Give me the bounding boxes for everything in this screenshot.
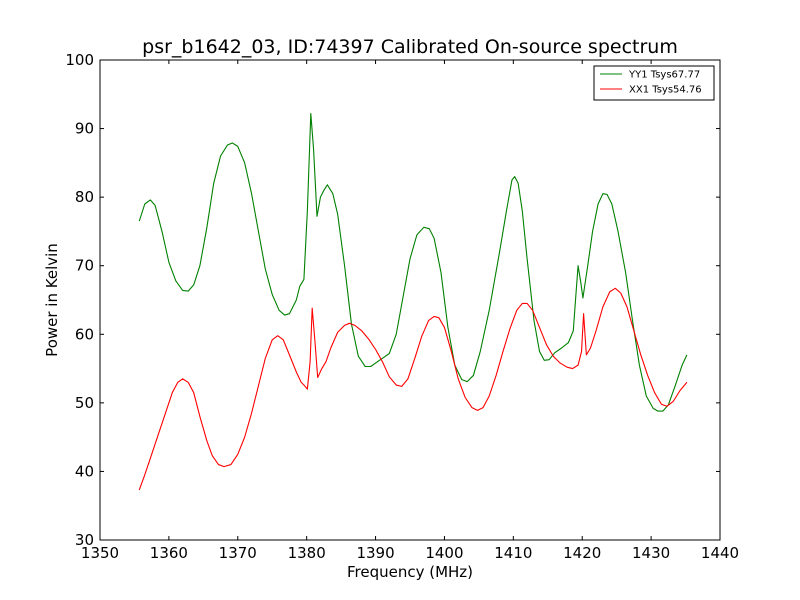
y-tick-label: 40 <box>75 462 94 480</box>
y-tick-label: 90 <box>75 120 94 138</box>
x-axis-label: Frequency (MHz) <box>347 563 473 581</box>
tick-layer: 1350 1360 1370 1380 1390 1400 1410 1420 1430 1440… <box>65 51 739 562</box>
series-line-xx1 <box>138 287 688 491</box>
legend-box <box>593 65 715 101</box>
x-tick-label: 1420 <box>563 544 601 562</box>
x-tick-label: 1360 <box>150 544 188 562</box>
y-tick-label: 100 <box>65 51 94 69</box>
x-tick-label: 1350 <box>81 544 119 562</box>
legend: YY1 Tsys67.77 XX1 Tsys54.76 <box>593 65 715 101</box>
y-tick-label: 70 <box>75 257 94 275</box>
x-tick-label: 1430 <box>632 544 670 562</box>
x-tick-label: 1410 <box>494 544 532 562</box>
y-axis-label: Power in Kelvin <box>43 243 61 357</box>
x-tick-label: 1440 <box>701 544 739 562</box>
plot-frame <box>99 59 721 541</box>
chart-title: psr_b1642_03, ID:74397 Calibrated On-sou… <box>142 36 678 58</box>
y-tick-label: 50 <box>75 394 94 412</box>
x-tick-label: 1400 <box>425 544 463 562</box>
series-layer <box>138 112 688 491</box>
legend-label-xx1: XX1 Tsys54.76 <box>629 85 702 96</box>
y-tick-label: 80 <box>75 188 94 206</box>
y-tick-label: 30 <box>75 531 94 549</box>
legend-label-yy1: YY1 Tsys67.77 <box>628 70 700 81</box>
x-tick-label: 1370 <box>219 544 257 562</box>
series-line-yy1 <box>138 112 688 412</box>
x-tick-label: 1390 <box>356 544 394 562</box>
y-tick-label: 60 <box>75 325 94 343</box>
x-tick-label: 1380 <box>288 544 326 562</box>
